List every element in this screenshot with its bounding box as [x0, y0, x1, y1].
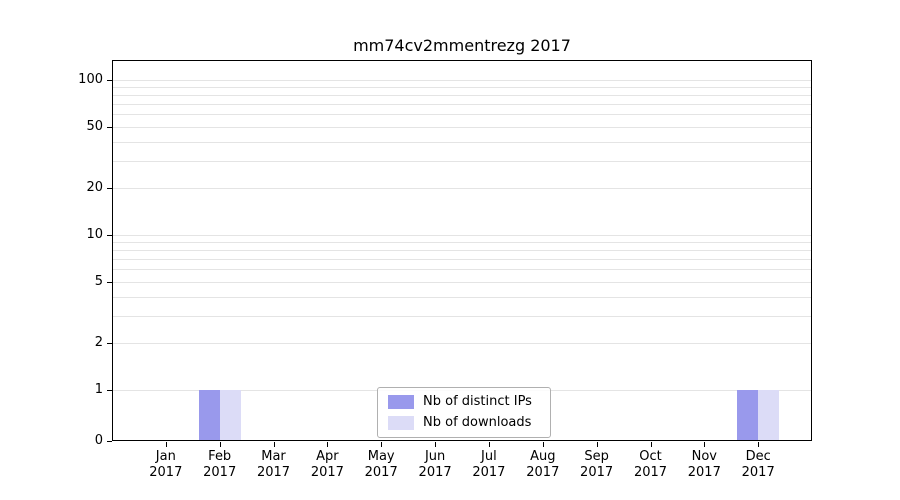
- x-tick-label: Mar 2017: [256, 449, 291, 480]
- grid-line: [113, 161, 811, 162]
- y-tick-label: 10: [86, 227, 103, 242]
- x-tick-label: Nov 2017: [687, 449, 721, 480]
- x-tick-label: Aug 2017: [526, 449, 560, 480]
- y-tick-label: 20: [86, 180, 103, 196]
- x-tick-mark: [542, 442, 544, 447]
- grid-line: [113, 269, 811, 271]
- legend-swatch-distinct-ips: [388, 395, 414, 409]
- bar-distinct-ips: [737, 390, 759, 441]
- grid-line: [113, 281, 811, 283]
- grid-line: [113, 250, 811, 251]
- grid-line: [113, 235, 811, 236]
- x-tick-label: Jun 2017: [418, 449, 452, 480]
- x-tick-label: Sep 2017: [580, 449, 614, 480]
- grid-line: [113, 259, 811, 260]
- y-tick-label: 5: [94, 273, 103, 289]
- y-tick-label: 2: [94, 335, 103, 351]
- x-tick-mark: [327, 442, 329, 447]
- x-tick-mark: [219, 442, 221, 447]
- bar-distinct-ips: [198, 390, 220, 441]
- y-tick-label: 100: [78, 72, 103, 87]
- x-tick-mark: [435, 442, 437, 447]
- legend-item-distinct-ips: Nb of distinct IPs: [388, 395, 540, 409]
- bar-downloads: [758, 390, 780, 441]
- grid-line: [113, 242, 811, 244]
- legend: Nb of distinct IPs Nb of downloads: [377, 387, 551, 438]
- x-tick-label: Jan 2017: [149, 449, 183, 480]
- y-tick-label: 0: [94, 433, 103, 448]
- grid-line: [113, 87, 811, 89]
- x-tick-mark: [596, 442, 598, 447]
- legend-item-downloads: Nb of downloads: [388, 416, 540, 430]
- x-tick-label: Feb 2017: [203, 449, 237, 480]
- grid-line: [113, 316, 811, 317]
- chart-title: mm74cv2mmentrezg 2017: [353, 36, 571, 55]
- x-tick-label: Apr 2017: [310, 449, 344, 480]
- legend-swatch-downloads: [388, 416, 414, 430]
- y-tick-mark: [107, 126, 112, 128]
- x-tick-mark: [704, 442, 706, 447]
- x-tick-mark: [273, 442, 275, 447]
- grid-line: [113, 141, 811, 143]
- y-tick-label: 50: [86, 118, 103, 134]
- y-tick-mark: [107, 188, 112, 190]
- x-tick-mark: [488, 442, 490, 447]
- y-tick-mark: [107, 80, 112, 81]
- x-tick-mark: [381, 442, 383, 447]
- grid-line: [113, 104, 811, 105]
- y-tick-mark: [107, 441, 112, 442]
- bar-downloads: [219, 390, 241, 441]
- y-tick-mark: [107, 281, 112, 283]
- grid-line: [113, 343, 811, 345]
- x-tick-mark: [650, 442, 652, 447]
- grid-line: [113, 80, 811, 81]
- legend-label-downloads: Nb of downloads: [423, 415, 532, 430]
- y-tick-mark: [107, 390, 112, 391]
- y-tick-mark: [107, 235, 112, 236]
- x-tick-mark: [758, 442, 760, 447]
- y-tick-mark: [107, 343, 112, 345]
- legend-label-distinct-ips: Nb of distinct IPs: [423, 394, 532, 409]
- grid-line: [113, 126, 811, 128]
- grid-line: [113, 114, 811, 116]
- x-tick-mark: [165, 442, 167, 447]
- grid-line: [113, 95, 811, 96]
- grid-line: [113, 296, 811, 298]
- x-tick-label: Jul 2017: [472, 449, 506, 480]
- x-tick-label: May 2017: [364, 449, 398, 480]
- grid-line: [113, 188, 811, 190]
- y-tick-label: 1: [94, 382, 103, 397]
- x-tick-label: Oct 2017: [633, 449, 668, 480]
- x-tick-label: Dec 2017: [741, 449, 775, 480]
